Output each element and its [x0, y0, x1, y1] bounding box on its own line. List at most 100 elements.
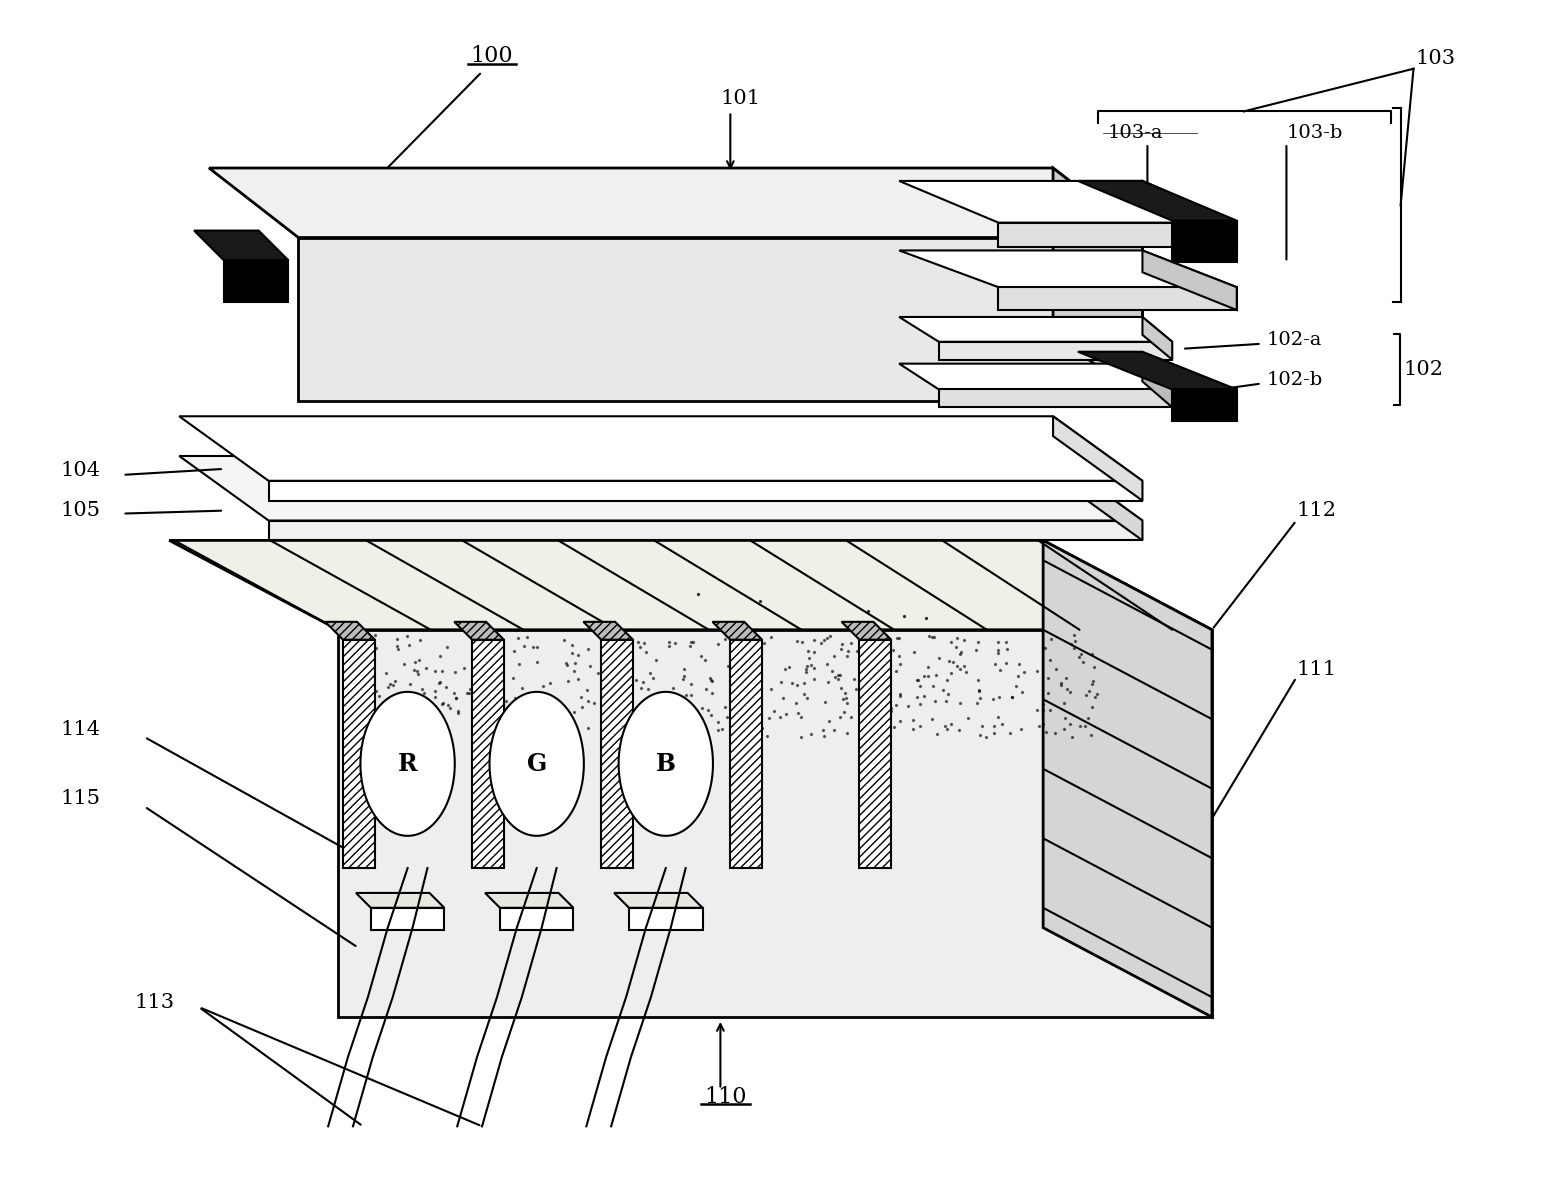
- Point: [336, 669, 361, 688]
- Point: [411, 721, 436, 740]
- Point: [554, 655, 579, 675]
- Point: [1049, 676, 1074, 695]
- Point: [1024, 701, 1049, 720]
- Point: [470, 690, 495, 709]
- Point: [826, 670, 851, 689]
- Point: [716, 657, 741, 676]
- Point: [829, 678, 854, 697]
- Point: [465, 655, 490, 675]
- Point: [839, 707, 864, 726]
- Polygon shape: [999, 222, 1237, 248]
- Point: [940, 652, 965, 671]
- Point: [482, 677, 507, 696]
- Point: [784, 631, 809, 651]
- Point: [347, 698, 372, 718]
- Point: [814, 654, 839, 673]
- Point: [563, 727, 588, 746]
- Point: [689, 698, 714, 718]
- Point: [445, 701, 470, 720]
- Point: [451, 659, 476, 678]
- Point: [493, 715, 518, 734]
- Point: [537, 685, 562, 704]
- Point: [982, 654, 1007, 673]
- Point: [598, 631, 622, 651]
- Point: [722, 646, 747, 665]
- Point: [882, 718, 907, 737]
- Point: [710, 720, 734, 739]
- Point: [856, 677, 881, 696]
- Point: [507, 654, 532, 673]
- Point: [594, 722, 619, 742]
- Text: 110: 110: [705, 1086, 747, 1107]
- Point: [443, 689, 468, 708]
- Point: [731, 672, 756, 691]
- Point: [510, 637, 535, 657]
- Point: [927, 649, 952, 669]
- Point: [419, 696, 443, 715]
- Point: [744, 671, 769, 690]
- Polygon shape: [1053, 416, 1142, 501]
- Point: [398, 675, 423, 694]
- Point: [436, 696, 461, 715]
- Point: [822, 667, 846, 687]
- Point: [822, 646, 846, 665]
- Point: [429, 661, 454, 681]
- Point: [445, 703, 470, 722]
- Point: [828, 640, 853, 659]
- Point: [968, 725, 993, 744]
- Point: [884, 661, 909, 681]
- Point: [377, 678, 401, 697]
- Point: [752, 634, 776, 653]
- Point: [363, 626, 387, 645]
- Point: [1053, 669, 1078, 688]
- Point: [1052, 720, 1077, 739]
- Point: [1074, 685, 1099, 704]
- Point: [524, 637, 549, 657]
- Point: [892, 606, 916, 626]
- Point: [887, 685, 912, 704]
- Point: [456, 683, 481, 702]
- Point: [478, 681, 503, 700]
- Polygon shape: [899, 181, 1237, 222]
- Point: [443, 689, 468, 708]
- Point: [1077, 682, 1102, 701]
- Point: [713, 629, 738, 648]
- Point: [1074, 716, 1099, 736]
- Point: [820, 661, 845, 681]
- Point: [661, 678, 686, 697]
- Point: [801, 669, 826, 688]
- Point: [353, 709, 378, 728]
- Point: [733, 706, 758, 725]
- Point: [784, 692, 809, 712]
- Point: [682, 709, 706, 728]
- Point: [467, 637, 492, 657]
- Point: [442, 663, 467, 682]
- Point: [706, 634, 731, 653]
- Point: [747, 591, 772, 610]
- Point: [937, 652, 962, 671]
- Point: [798, 725, 823, 744]
- Point: [906, 670, 930, 689]
- Point: [829, 689, 854, 708]
- Polygon shape: [194, 231, 288, 261]
- Point: [694, 679, 719, 698]
- Point: [873, 631, 898, 651]
- Point: [537, 726, 562, 745]
- Point: [1085, 685, 1109, 704]
- Point: [790, 684, 815, 703]
- Point: [879, 701, 904, 720]
- Polygon shape: [601, 640, 633, 868]
- Point: [1083, 688, 1108, 707]
- Point: [713, 697, 738, 716]
- Point: [1035, 669, 1060, 688]
- Polygon shape: [361, 691, 454, 836]
- Text: 103: 103: [1416, 49, 1456, 68]
- Point: [1005, 666, 1030, 685]
- Point: [1080, 645, 1105, 664]
- Point: [403, 652, 428, 671]
- Point: [602, 712, 627, 731]
- Point: [948, 659, 972, 678]
- Point: [345, 631, 370, 651]
- Point: [739, 654, 764, 673]
- Point: [706, 713, 731, 732]
